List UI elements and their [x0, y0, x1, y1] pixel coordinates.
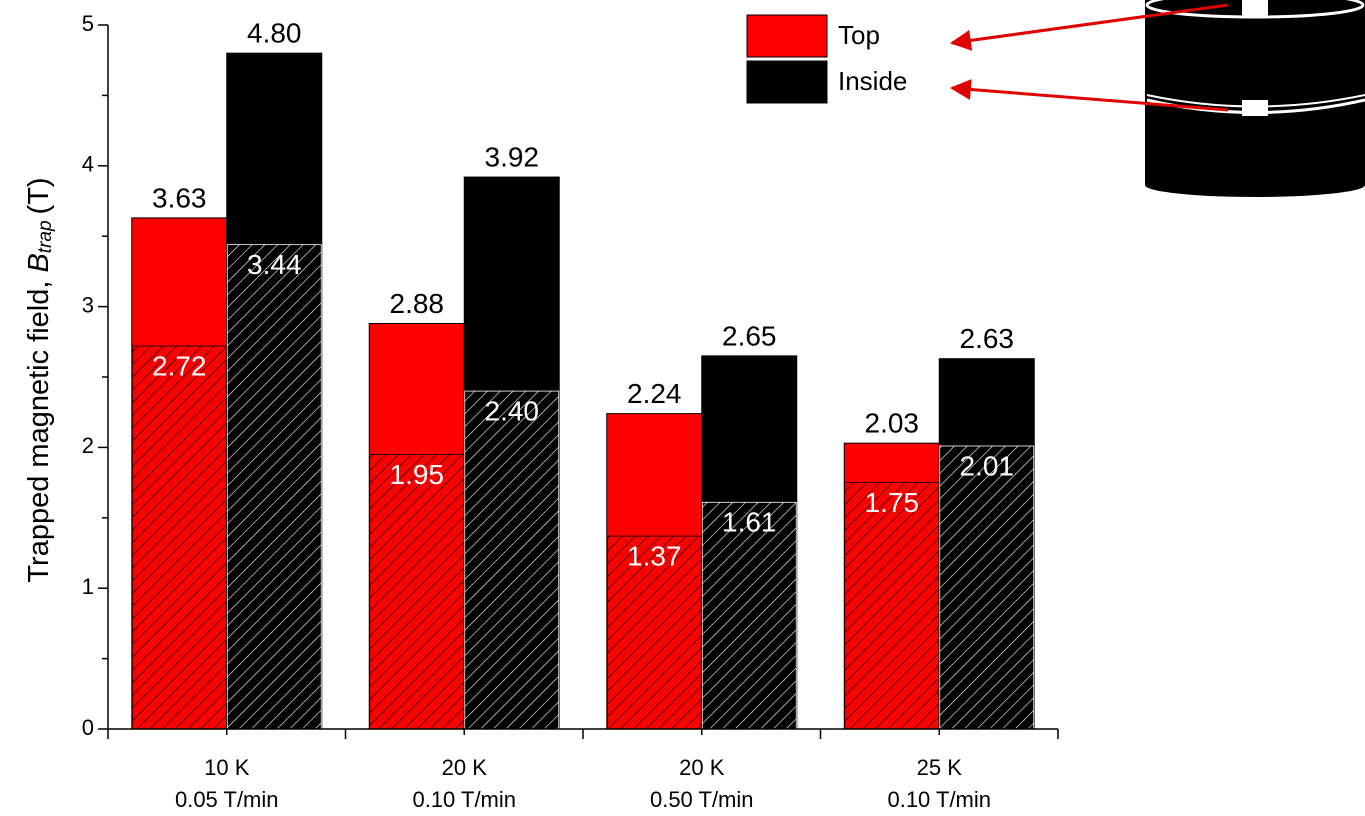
y-tick-label: 4 [82, 152, 94, 177]
hatched-bar [369, 454, 465, 730]
y-axis-label: Trapped magnetic field, Btrap (T) [23, 177, 56, 582]
value-label: 3.63 [152, 182, 207, 213]
x-tick-label: 20 K [442, 755, 488, 780]
x-tick-label: 0.10 T/min [412, 787, 516, 812]
hatched-value-label: 2.01 [960, 450, 1015, 481]
hatched-bar [226, 244, 322, 730]
value-label: 2.88 [390, 288, 445, 319]
y-tick-label: 0 [82, 715, 94, 740]
hatched-bar [701, 501, 797, 730]
arrow [949, 79, 1229, 112]
x-tick-label: 10 K [204, 755, 250, 780]
hatched-bar [844, 482, 940, 730]
hatched-value-label: 1.75 [865, 487, 920, 518]
y-axis-label-symbol: B [23, 253, 55, 272]
y-axis-label-subscript: trap [35, 220, 56, 253]
y-tick-label: 1 [82, 574, 94, 599]
hatched-value-label: 2.72 [152, 350, 207, 381]
hatched-bar [464, 390, 560, 730]
hatched-value-label: 1.37 [627, 540, 682, 571]
y-axis-label-unit: (T) [23, 177, 55, 214]
value-label: 2.24 [627, 378, 682, 409]
value-label: 2.63 [960, 323, 1015, 354]
x-tick-label: 0.05 T/min [175, 787, 279, 812]
x-tick-label: 0.50 T/min [650, 787, 754, 812]
legend-swatch [746, 14, 828, 58]
x-tick-label: 0.10 T/min [887, 787, 991, 812]
hatched-value-label: 3.44 [247, 249, 302, 280]
y-tick-label: 3 [82, 292, 94, 317]
x-tick-label: 25 K [917, 755, 963, 780]
value-label: 4.80 [247, 18, 302, 49]
legend-label: Inside [838, 66, 907, 96]
hatched-bar [131, 345, 227, 730]
value-label: 2.65 [722, 320, 777, 351]
legend-label: Top [838, 20, 880, 50]
hatched-value-label: 2.40 [485, 395, 540, 426]
arrow [949, 3, 1229, 51]
hatched-value-label: 1.61 [722, 507, 777, 538]
value-label: 3.92 [485, 141, 540, 172]
value-label: 2.03 [865, 408, 920, 439]
hatched-value-label: 1.95 [390, 459, 445, 490]
x-tick-label: 20 K [679, 755, 725, 780]
y-tick-label: 2 [82, 433, 94, 458]
y-tick-label: 5 [82, 11, 94, 36]
y-axis-label-text: Trapped magnetic field, [23, 273, 55, 583]
legend-swatch [746, 60, 828, 104]
hatched-bar [939, 445, 1035, 730]
sample-illustration [1145, 0, 1365, 197]
hatched-bar [606, 535, 702, 730]
